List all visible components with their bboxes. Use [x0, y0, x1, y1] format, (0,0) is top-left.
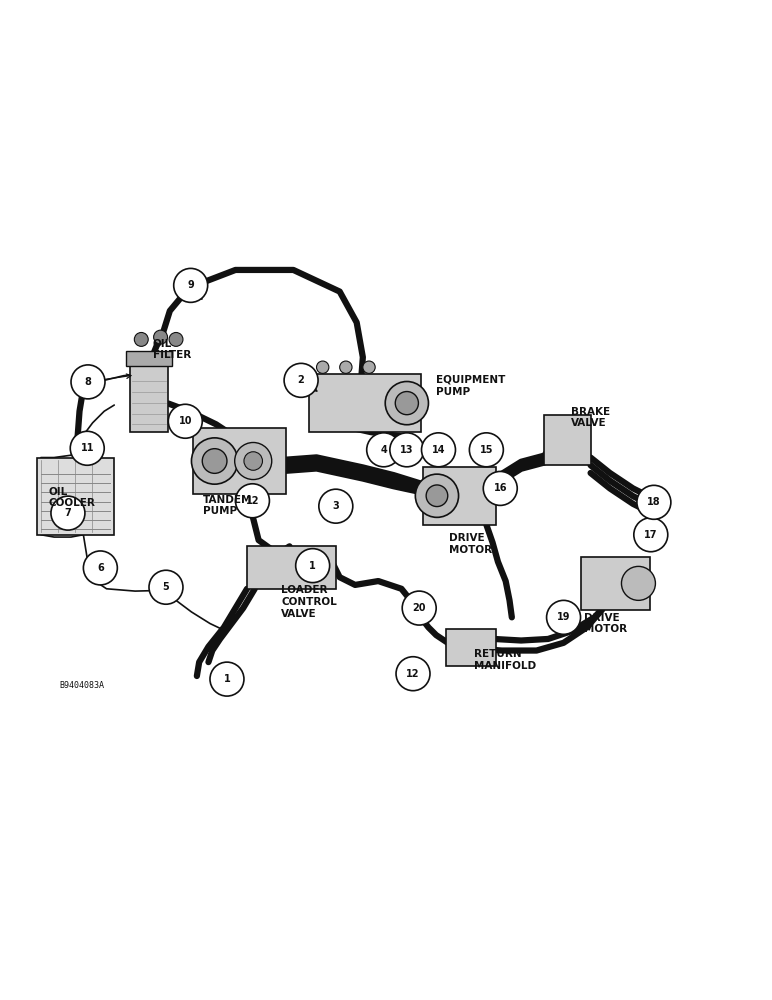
Circle shape — [317, 361, 329, 373]
Circle shape — [396, 657, 430, 691]
Text: 1: 1 — [224, 674, 230, 684]
Text: 16: 16 — [493, 483, 507, 493]
Text: 19: 19 — [557, 612, 571, 622]
Text: 15: 15 — [479, 445, 493, 455]
Circle shape — [191, 438, 238, 484]
Circle shape — [367, 433, 401, 467]
Text: LOADER
CONTROL
VALVE: LOADER CONTROL VALVE — [281, 585, 337, 619]
Circle shape — [319, 489, 353, 523]
Circle shape — [402, 591, 436, 625]
Circle shape — [422, 433, 455, 467]
Circle shape — [395, 392, 418, 415]
Circle shape — [634, 518, 668, 552]
Text: B9404083A: B9404083A — [59, 681, 104, 690]
Circle shape — [426, 485, 448, 507]
Text: OIL
FILTER: OIL FILTER — [153, 339, 191, 360]
Circle shape — [547, 600, 581, 634]
Bar — [544, 415, 591, 465]
Circle shape — [154, 330, 168, 344]
Bar — [309, 374, 421, 432]
Text: RETURN
MANIFOLD: RETURN MANIFOLD — [474, 649, 536, 671]
Bar — [247, 546, 336, 589]
Bar — [423, 467, 496, 525]
Circle shape — [390, 433, 424, 467]
Circle shape — [469, 433, 503, 467]
Circle shape — [83, 551, 117, 585]
Circle shape — [637, 485, 671, 519]
Circle shape — [71, 365, 105, 399]
Text: 12: 12 — [406, 669, 420, 679]
Text: 7: 7 — [65, 508, 71, 518]
Text: EQUIPMENT
PUMP: EQUIPMENT PUMP — [436, 375, 506, 397]
Circle shape — [168, 404, 202, 438]
Circle shape — [149, 570, 183, 604]
Text: 11: 11 — [80, 443, 94, 453]
Text: 5: 5 — [163, 582, 169, 592]
Text: 17: 17 — [644, 530, 658, 540]
Circle shape — [235, 484, 269, 518]
Text: 12: 12 — [245, 496, 259, 506]
Text: DRIVE
MOTOR: DRIVE MOTOR — [449, 533, 493, 555]
Circle shape — [296, 549, 330, 583]
Text: 8: 8 — [85, 377, 91, 387]
Text: 14: 14 — [432, 445, 445, 455]
Circle shape — [169, 332, 183, 346]
Text: 18: 18 — [647, 497, 661, 507]
Circle shape — [284, 363, 318, 397]
Text: 10: 10 — [178, 416, 192, 426]
Text: 2: 2 — [298, 375, 304, 385]
Bar — [193, 428, 286, 494]
Text: 6: 6 — [97, 563, 103, 573]
Text: DRIVE
MOTOR: DRIVE MOTOR — [584, 613, 628, 634]
Text: OIL
COOLER: OIL COOLER — [49, 487, 96, 508]
Circle shape — [70, 431, 104, 465]
Circle shape — [174, 268, 208, 302]
Text: 4: 4 — [381, 445, 387, 455]
Circle shape — [483, 471, 517, 505]
Circle shape — [134, 332, 148, 346]
Circle shape — [363, 361, 375, 373]
Bar — [37, 458, 114, 535]
Circle shape — [210, 662, 244, 696]
Circle shape — [415, 474, 459, 517]
Circle shape — [235, 442, 272, 480]
Text: 3: 3 — [333, 501, 339, 511]
Circle shape — [244, 452, 262, 470]
Text: BRAKE
VALVE: BRAKE VALVE — [571, 407, 611, 428]
Bar — [126, 351, 172, 366]
Text: 13: 13 — [400, 445, 414, 455]
Circle shape — [340, 361, 352, 373]
Circle shape — [385, 381, 428, 425]
Text: 9: 9 — [188, 280, 194, 290]
Circle shape — [202, 449, 227, 473]
Bar — [130, 359, 168, 432]
Text: 20: 20 — [412, 603, 426, 613]
Bar — [446, 629, 496, 666]
Bar — [581, 557, 650, 610]
Circle shape — [621, 566, 655, 600]
Text: TANDEM
PUMP: TANDEM PUMP — [203, 495, 252, 516]
Circle shape — [51, 496, 85, 530]
Text: 1: 1 — [310, 561, 316, 571]
